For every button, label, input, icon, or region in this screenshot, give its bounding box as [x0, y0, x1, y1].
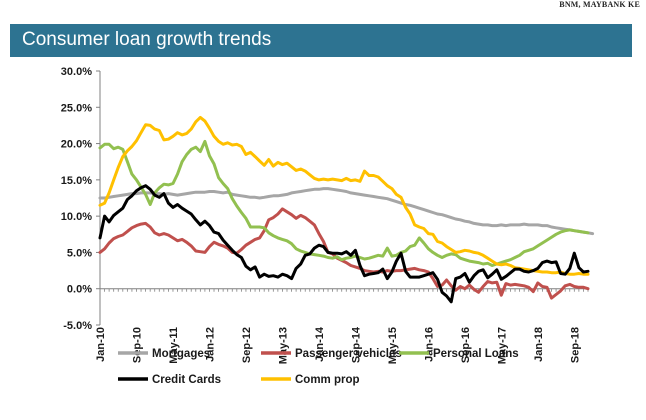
x-tick-label: Jan-10 [95, 327, 107, 362]
legend: Mortgages Passenger vehicles Personal Loan… [118, 348, 519, 386]
legend-label: Mortgages [152, 348, 210, 360]
y-tick-label: 30.0% [61, 66, 92, 78]
x-tick-label: Sep-12 [241, 327, 253, 363]
y-tick-label: 25.0% [61, 102, 92, 114]
legend-label: Credit Cards [152, 374, 221, 386]
series-lines [98, 115, 595, 304]
y-tick-label: 20.0% [61, 139, 92, 151]
x-tick-label: Sep-16 [460, 327, 472, 363]
title-banner: Consumer loan growth trends [10, 24, 632, 57]
x-tick-label: Sep-18 [569, 327, 581, 363]
x-tick-label: Sep-14 [350, 326, 362, 363]
x-tick-label: Jan-12 [204, 327, 216, 362]
y-axis: -5.0% 0.0% 5.0% 10.0% 15.0% 20.0% 25.0% 30.0% [61, 66, 101, 332]
x-tick-label: Jan-18 [533, 327, 545, 362]
series-line-mortgages [98, 187, 595, 236]
series-line-comm-prop [98, 115, 590, 276]
legend-label: Passenger vehicles [295, 348, 402, 360]
x-tick-label: May-13 [277, 327, 289, 364]
x-tick-label: May-11 [168, 327, 180, 364]
y-tick-label: 0.0% [67, 284, 92, 296]
series-line-personal-loans [98, 139, 590, 267]
x-tick-label: May-15 [387, 327, 399, 364]
x-axis: Jan-10 Sep-10 May-11 Jan-12 Sep-12 May-13 Jan-… [95, 288, 589, 364]
y-tick-label: -5.0% [63, 320, 92, 332]
legend-label: Comm prop [295, 374, 360, 386]
y-tick-label: 10.0% [61, 211, 92, 223]
y-tick-label: 5.0% [67, 247, 92, 259]
legend-label: Personal Loans [433, 348, 519, 360]
x-tick-label: Sep-10 [131, 327, 143, 363]
series-line-passenger-vehicles [98, 207, 590, 300]
series-line-credit-cards [98, 184, 590, 304]
y-tick-label: 15.0% [61, 175, 92, 187]
chart-title: Consumer loan growth trends [22, 29, 272, 50]
x-tick-label: Jan-14 [314, 326, 326, 362]
x-tick-label: May-17 [496, 327, 508, 364]
source-label: BNM, MAYBANK KE [559, 0, 640, 9]
